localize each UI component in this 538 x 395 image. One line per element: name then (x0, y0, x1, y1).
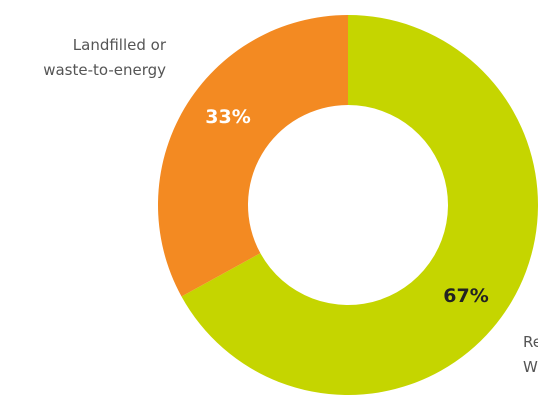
slice-name-recycled-line-2: W (523, 358, 538, 376)
slice-percent-label-recycled: 67% (443, 285, 488, 307)
slices-group (157, 15, 538, 395)
slice-name-landfilled-line-2: waste-to-energy (43, 61, 166, 79)
slice-name-recycled-line-1: Re (523, 333, 538, 351)
slice-recycled (181, 15, 538, 395)
slice-name-landfilled-line-1: Landfilled or (73, 36, 167, 54)
labels-group: Landfilled or waste-to-energy Re W 67% 3… (43, 36, 538, 376)
slice-percent-label-landfilled: 33% (205, 106, 250, 128)
slice-landfilled (157, 15, 348, 297)
